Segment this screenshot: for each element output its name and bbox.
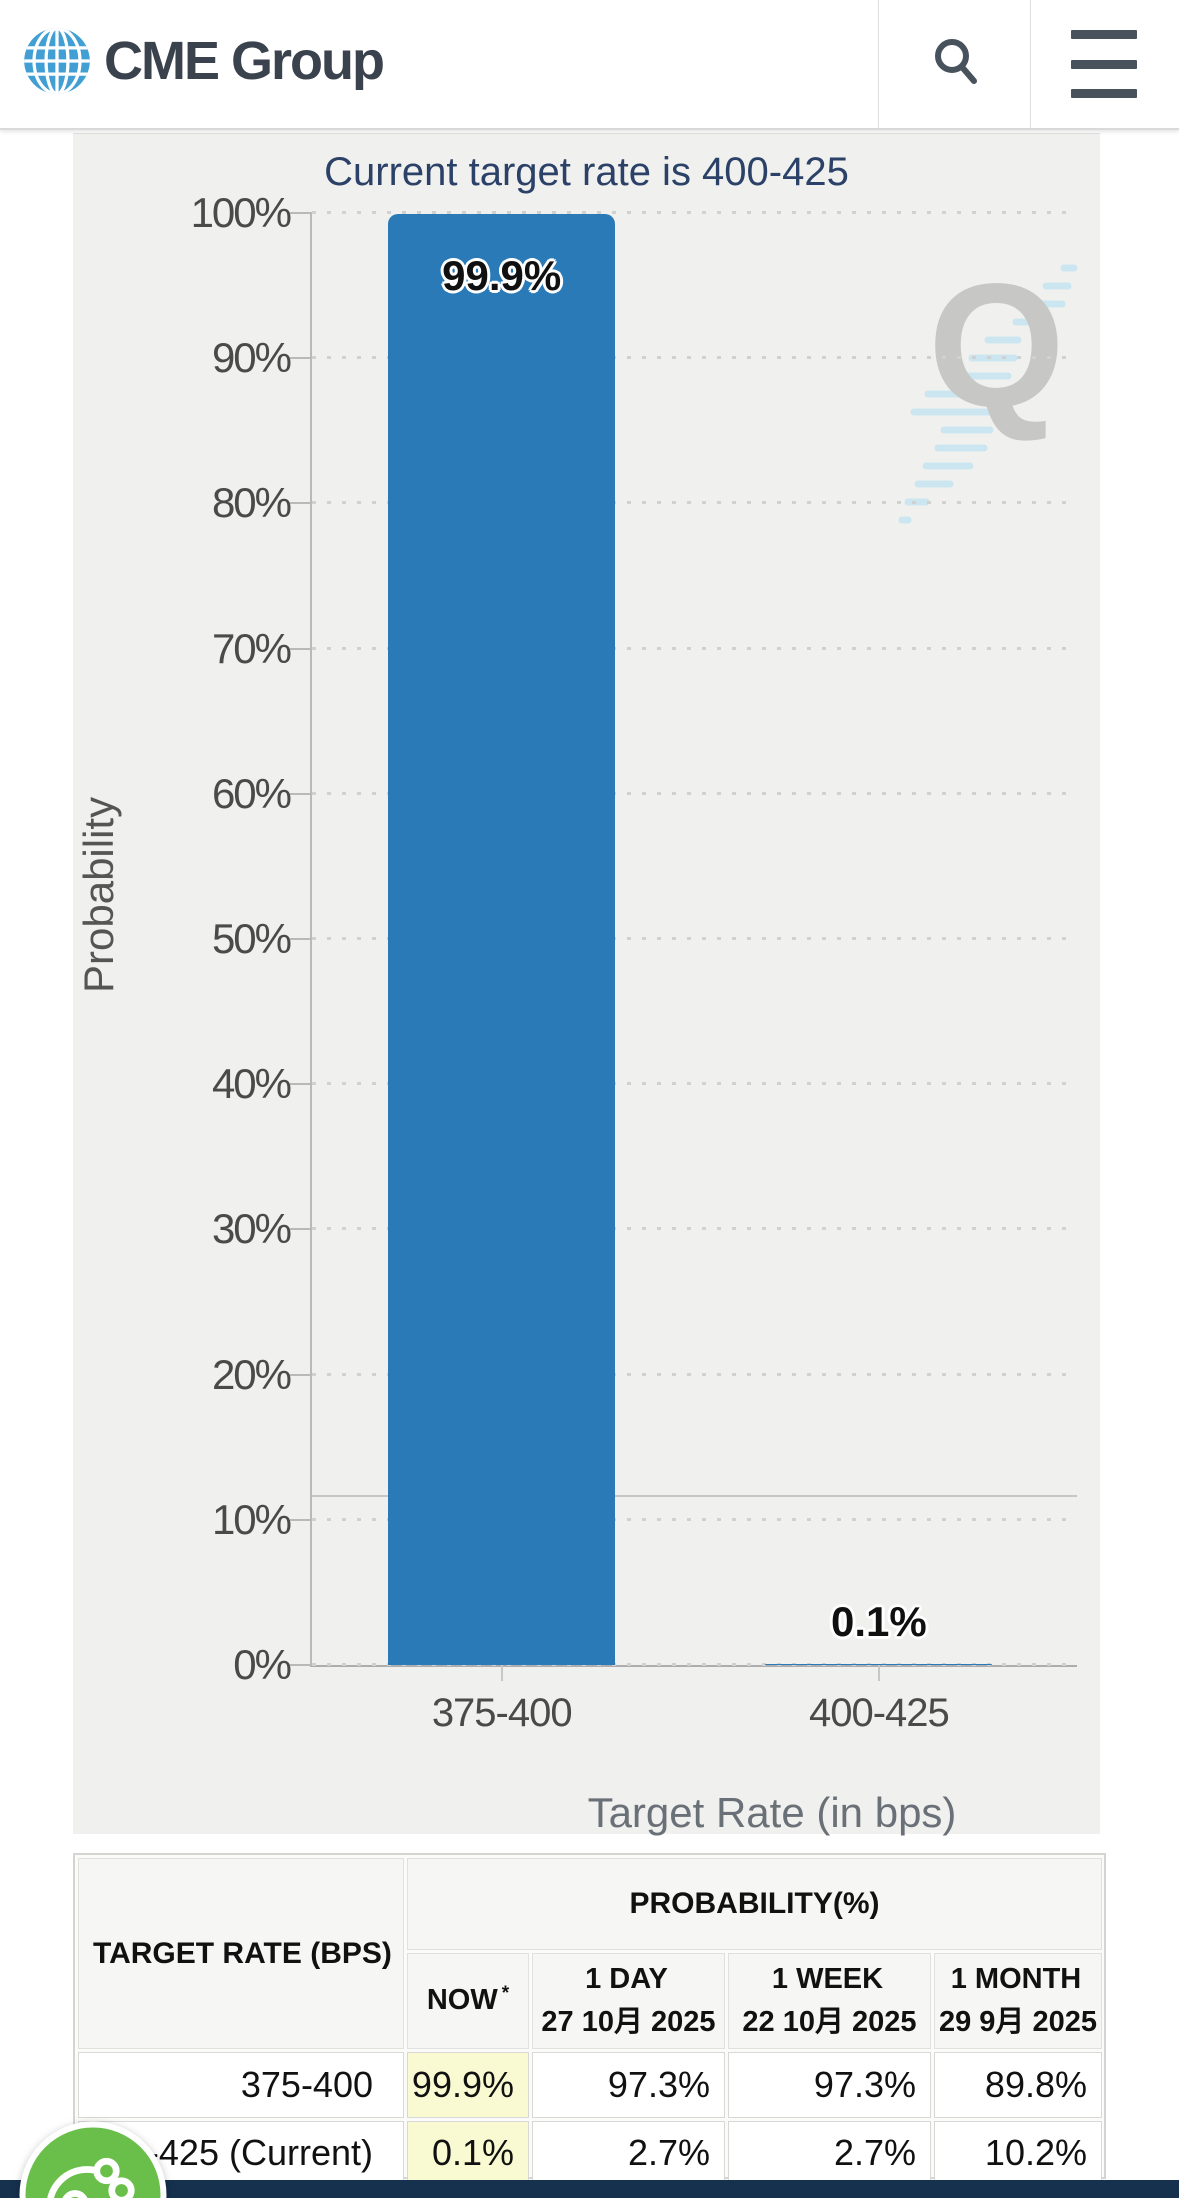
gridline	[312, 1082, 1077, 1086]
gridline	[312, 501, 1077, 505]
gridline	[312, 1663, 1077, 1666]
y-tick-label: 0%	[233, 1641, 292, 1688]
table-value-cell: 0.1%	[407, 2121, 529, 2185]
y-tick-label: 90%	[211, 334, 292, 382]
plot-area: 0% 10% 20% 30% 40% 50% 60% 70% 80% 90% 100% 99.9% 37…	[191, 192, 1077, 1735]
table-column-header: 1 DAY 27 10月 2025	[532, 1953, 725, 2049]
table-value-cell: 2.7%	[728, 2121, 931, 2185]
y-axis-tick	[290, 357, 312, 360]
header-divider	[878, 0, 879, 128]
y-axis-tick	[290, 647, 312, 650]
x-axis-tick	[500, 1665, 503, 1681]
horizontal-marker-line	[312, 1494, 1077, 1497]
table-value-cell: 97.3%	[728, 2052, 931, 2118]
search-button[interactable]	[908, 24, 1004, 104]
gridline	[312, 646, 1077, 650]
x-tick-label: 375-400	[431, 1691, 573, 1735]
hamburger-menu-icon	[1071, 89, 1137, 98]
table-value-cell: 99.9%	[407, 2052, 529, 2118]
gridline	[312, 211, 1077, 214]
chart-title: Current target rate is 400-425	[324, 150, 849, 194]
x-tick-label: 400-425	[808, 1691, 950, 1735]
gridline	[312, 1372, 1077, 1376]
table-corner-header: TARGET RATE (BPS)	[78, 1858, 404, 2049]
y-tick-label: 70%	[211, 624, 292, 672]
cookie-icon	[47, 2157, 138, 2198]
fedwatch-chart-panel: Current target rate is 400-425	[73, 133, 1100, 1836]
y-tick-label: 100%	[190, 189, 292, 236]
y-axis-tick	[290, 792, 312, 795]
y-tick-label: 10%	[211, 1495, 292, 1543]
y-axis-title: Probability	[75, 796, 122, 993]
y-tick-label: 50%	[211, 915, 292, 962]
y-axis-tick	[290, 502, 312, 505]
y-axis-tick	[290, 1228, 312, 1231]
footer-bar	[0, 2180, 1179, 2198]
y-axis-tick	[290, 212, 312, 214]
gridline	[312, 937, 1077, 940]
gridline	[312, 356, 1077, 360]
y-axis-tick	[290, 1083, 312, 1086]
table-value-cell: 10.2%	[934, 2121, 1102, 2185]
globe-icon	[22, 26, 92, 96]
hamburger-menu-icon	[1071, 59, 1137, 69]
bar-400-425[interactable]	[765, 1663, 993, 1665]
table-column-header: 1 MONTH 29 9月 2025	[934, 1953, 1102, 2049]
bar-value-label: 99.9%	[442, 252, 562, 300]
gridline	[312, 1517, 1077, 1521]
cme-group-logo[interactable]: CME Group	[22, 26, 385, 96]
table-value-cell: 2.7%	[532, 2121, 725, 2185]
y-axis-tick	[290, 938, 312, 940]
table-column-header: 1 WEEK 22 10月 2025	[728, 1953, 931, 2049]
gridline	[312, 791, 1077, 795]
menu-button[interactable]	[1062, 30, 1146, 98]
y-tick-label: 60%	[211, 769, 292, 817]
bar-value-label: 0.1%	[830, 1597, 927, 1645]
table-rate-cell: 375-400	[78, 2052, 404, 2118]
header-divider	[1030, 0, 1031, 128]
y-axis-tick	[290, 1373, 312, 1376]
table-group-header: PROBABILITY(%)	[407, 1858, 1102, 1950]
probability-table: TARGET RATE (BPS) PROBABILITY(%) NOW * 1 D…	[73, 1853, 1106, 2185]
x-axis-title: Target Rate (in bps)	[587, 1789, 957, 1836]
search-icon	[927, 33, 985, 96]
hamburger-menu-icon	[1071, 30, 1137, 39]
table-column-header: NOW *	[407, 1953, 529, 2049]
y-tick-label: 80%	[211, 479, 292, 527]
y-tick-label: 30%	[211, 1205, 292, 1253]
y-axis-tick	[290, 1664, 312, 1666]
site-header: CME Group	[0, 0, 1179, 130]
table-value-cell: 97.3%	[532, 2052, 725, 2118]
y-tick-label: 40%	[211, 1060, 292, 1108]
bar-375-400[interactable]	[388, 214, 616, 1665]
y-axis-tick	[290, 1518, 312, 1521]
gridline	[312, 1227, 1077, 1231]
table-value-cell: 89.8%	[934, 2052, 1102, 2118]
brand-text: CME Group	[104, 31, 385, 91]
y-tick-label: 20%	[211, 1350, 292, 1398]
cookie-consent-button[interactable]	[18, 2120, 168, 2198]
x-axis-tick	[877, 1665, 880, 1681]
